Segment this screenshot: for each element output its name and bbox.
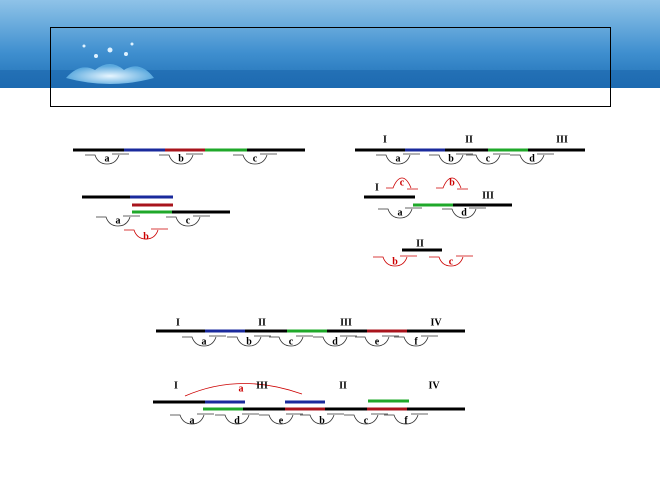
- segment-label: IV: [428, 380, 440, 391]
- loop: [394, 335, 438, 347]
- segment-label: III: [482, 190, 494, 201]
- loop: [259, 413, 303, 425]
- loop-label: e: [279, 415, 284, 426]
- loop-label: a: [116, 215, 121, 226]
- loop-label: b: [448, 153, 454, 164]
- loop-label: b: [319, 415, 325, 426]
- loop: [384, 413, 428, 425]
- diagram-lines: [73, 148, 585, 425]
- loop-label: a: [202, 336, 207, 347]
- loop: [227, 335, 271, 347]
- loop-label: c: [364, 415, 369, 426]
- loop-label: c: [400, 177, 405, 188]
- loop-label: c: [186, 215, 191, 226]
- loop-label: f: [404, 415, 408, 426]
- loop: [166, 215, 210, 227]
- loop-label: c: [449, 256, 454, 267]
- loop: [182, 335, 226, 347]
- loop-label: b: [246, 336, 252, 347]
- loop-label: d: [332, 336, 338, 347]
- loop-label: d: [529, 153, 535, 164]
- loop: [269, 335, 313, 347]
- loop: [466, 153, 510, 165]
- loop-label: c: [486, 153, 491, 164]
- segment-label: I: [375, 182, 379, 193]
- loop-label: c: [289, 336, 294, 347]
- loop-label: b: [449, 177, 455, 188]
- loop: [300, 413, 344, 425]
- segment-label: III: [256, 380, 268, 391]
- segment-label: II: [258, 317, 266, 328]
- header-shade: [0, 70, 660, 88]
- loop: [344, 413, 388, 425]
- loop: [170, 413, 214, 425]
- loop: [85, 153, 129, 165]
- loop: [96, 215, 140, 227]
- loop: [436, 177, 468, 190]
- loop: [429, 255, 473, 267]
- loop-label: a: [396, 153, 401, 164]
- loop: [378, 207, 422, 219]
- loop-label: a: [398, 207, 403, 218]
- loop-label: c: [253, 153, 258, 164]
- segment-label: II: [465, 134, 473, 145]
- loop-label: e: [375, 336, 380, 347]
- loop-label: d: [234, 415, 240, 426]
- loop-label: b: [392, 256, 398, 267]
- loop-label: f: [414, 336, 418, 347]
- loop: [442, 207, 486, 219]
- title-box: [50, 27, 611, 107]
- segment-label: III: [556, 134, 568, 145]
- loop-label: d: [461, 207, 467, 218]
- loop-label: b: [178, 153, 184, 164]
- loop-label: a: [190, 415, 195, 426]
- segment-label: IV: [430, 317, 442, 328]
- segment-label: II: [416, 238, 424, 249]
- loop-label: a: [239, 383, 244, 394]
- loop: [313, 335, 357, 347]
- segment-label: III: [340, 317, 352, 328]
- loop: [215, 413, 259, 425]
- loop-label: a: [105, 153, 110, 164]
- segment-label: I: [176, 317, 180, 328]
- loop-label: b: [143, 231, 149, 242]
- segment-label: I: [174, 380, 178, 391]
- loop: [373, 255, 417, 267]
- loop: [386, 177, 418, 190]
- loop: [159, 153, 203, 165]
- loop: [429, 153, 473, 165]
- loop: [510, 153, 554, 165]
- droplets: [82, 42, 134, 58]
- segment-label: I: [383, 134, 387, 145]
- loop: [355, 335, 399, 347]
- splash: [66, 64, 154, 84]
- loop: [376, 153, 420, 165]
- loop: [233, 153, 277, 165]
- segment-label: II: [339, 380, 347, 391]
- loop: [184, 383, 303, 397]
- loop: [124, 228, 168, 240]
